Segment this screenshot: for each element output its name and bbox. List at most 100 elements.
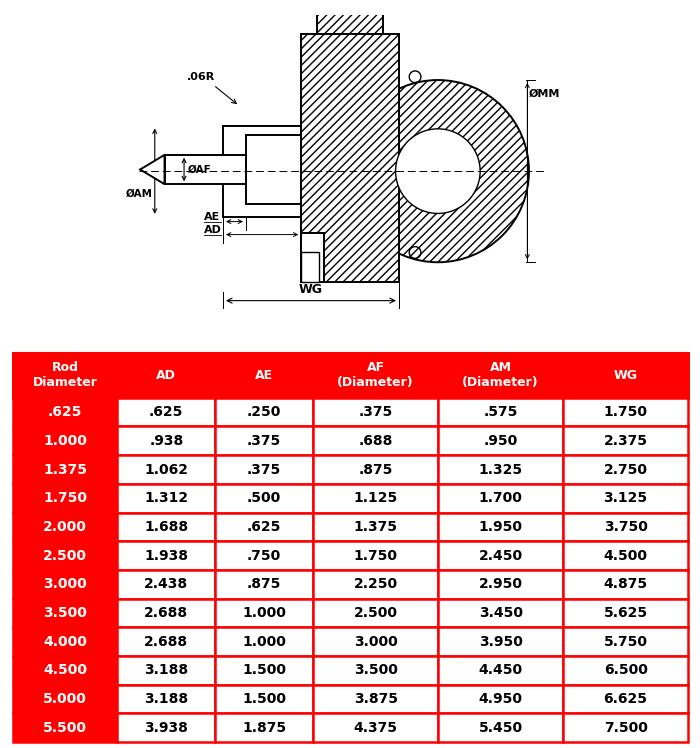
Text: AE: AE: [256, 369, 273, 382]
Bar: [216, 353, 313, 398]
Bar: [13, 512, 118, 542]
Text: 5.750: 5.750: [603, 634, 648, 649]
Bar: [216, 512, 313, 542]
Bar: [313, 455, 438, 484]
Bar: [13, 684, 118, 714]
Text: 1.750: 1.750: [354, 548, 398, 562]
Bar: [118, 512, 216, 542]
Bar: [563, 656, 688, 684]
Text: 3.950: 3.950: [479, 634, 523, 649]
Bar: [313, 598, 438, 628]
Text: 2.000: 2.000: [43, 520, 87, 534]
Bar: [313, 512, 438, 542]
Bar: [563, 512, 688, 542]
Text: 3.500: 3.500: [354, 663, 398, 677]
Bar: [318, 5, 382, 34]
Text: 6.625: 6.625: [603, 692, 648, 706]
Text: .875: .875: [358, 462, 393, 476]
Text: 2.438: 2.438: [144, 577, 188, 591]
Bar: [438, 455, 563, 484]
Bar: [563, 455, 688, 484]
Text: .938: .938: [149, 434, 183, 448]
Text: 1.312: 1.312: [144, 491, 188, 505]
Bar: [313, 398, 438, 426]
Text: 1.688: 1.688: [144, 520, 188, 534]
Bar: [118, 570, 216, 598]
Text: ØAF: ØAF: [188, 165, 211, 174]
Bar: [438, 484, 563, 512]
Text: .625: .625: [48, 405, 82, 419]
Text: .375: .375: [247, 434, 281, 448]
Text: 2.450: 2.450: [479, 548, 523, 562]
Bar: [118, 398, 216, 426]
Bar: [563, 598, 688, 628]
Bar: [216, 598, 313, 628]
Text: AD: AD: [156, 369, 176, 382]
Text: 2.375: 2.375: [603, 434, 648, 448]
Bar: [301, 253, 319, 282]
Text: 1.938: 1.938: [144, 548, 188, 562]
Text: 1.375: 1.375: [354, 520, 398, 534]
Text: 3.450: 3.450: [479, 606, 523, 620]
Text: 5.500: 5.500: [43, 720, 87, 735]
Bar: [216, 570, 313, 598]
Bar: [438, 684, 563, 714]
Text: 4.500: 4.500: [603, 548, 648, 562]
Text: 2.250: 2.250: [354, 577, 398, 591]
Bar: [313, 570, 438, 598]
Bar: [118, 684, 216, 714]
Bar: [563, 542, 688, 570]
Bar: [313, 656, 438, 684]
Text: 1.375: 1.375: [43, 462, 87, 476]
Bar: [438, 656, 563, 684]
Text: 3.000: 3.000: [354, 634, 398, 649]
Text: 1.750: 1.750: [603, 405, 648, 419]
Text: .500: .500: [247, 491, 281, 505]
Bar: [301, 34, 399, 282]
Bar: [438, 512, 563, 542]
Bar: [246, 135, 301, 203]
Text: 3.938: 3.938: [144, 720, 188, 735]
Bar: [13, 455, 118, 484]
Bar: [216, 684, 313, 714]
Bar: [563, 426, 688, 455]
Text: 4.500: 4.500: [43, 663, 87, 677]
Bar: [313, 426, 438, 455]
Text: 7.500: 7.500: [603, 720, 648, 735]
Text: 1.000: 1.000: [43, 434, 87, 448]
Bar: [563, 684, 688, 714]
Text: 1.700: 1.700: [479, 491, 523, 505]
Bar: [216, 426, 313, 455]
Bar: [301, 233, 324, 282]
Bar: [301, 34, 399, 282]
Bar: [438, 598, 563, 628]
Bar: [563, 353, 688, 398]
Text: 4.375: 4.375: [354, 720, 398, 735]
Text: 4.450: 4.450: [479, 663, 523, 677]
Text: 2.750: 2.750: [603, 462, 648, 476]
Text: AE: AE: [204, 212, 220, 222]
Bar: [13, 398, 118, 426]
Text: .06R: .06R: [188, 72, 216, 82]
Bar: [118, 455, 216, 484]
Text: AD: AD: [204, 225, 221, 235]
Text: Rod
Diameter: Rod Diameter: [32, 361, 97, 390]
Text: 1.750: 1.750: [43, 491, 87, 505]
Text: WG: WG: [614, 369, 638, 382]
Text: .875: .875: [247, 577, 281, 591]
Bar: [438, 542, 563, 570]
Bar: [118, 353, 216, 398]
Text: 2.500: 2.500: [43, 548, 87, 562]
Bar: [563, 484, 688, 512]
Text: 3.000: 3.000: [43, 577, 87, 591]
Bar: [438, 353, 563, 398]
Bar: [164, 155, 246, 184]
Bar: [313, 684, 438, 714]
Text: 1.125: 1.125: [354, 491, 398, 505]
Text: 4.950: 4.950: [479, 692, 523, 706]
Bar: [313, 628, 438, 656]
Text: 5.000: 5.000: [43, 692, 87, 706]
Bar: [438, 570, 563, 598]
Bar: [216, 398, 313, 426]
Text: 3.750: 3.750: [603, 520, 648, 534]
